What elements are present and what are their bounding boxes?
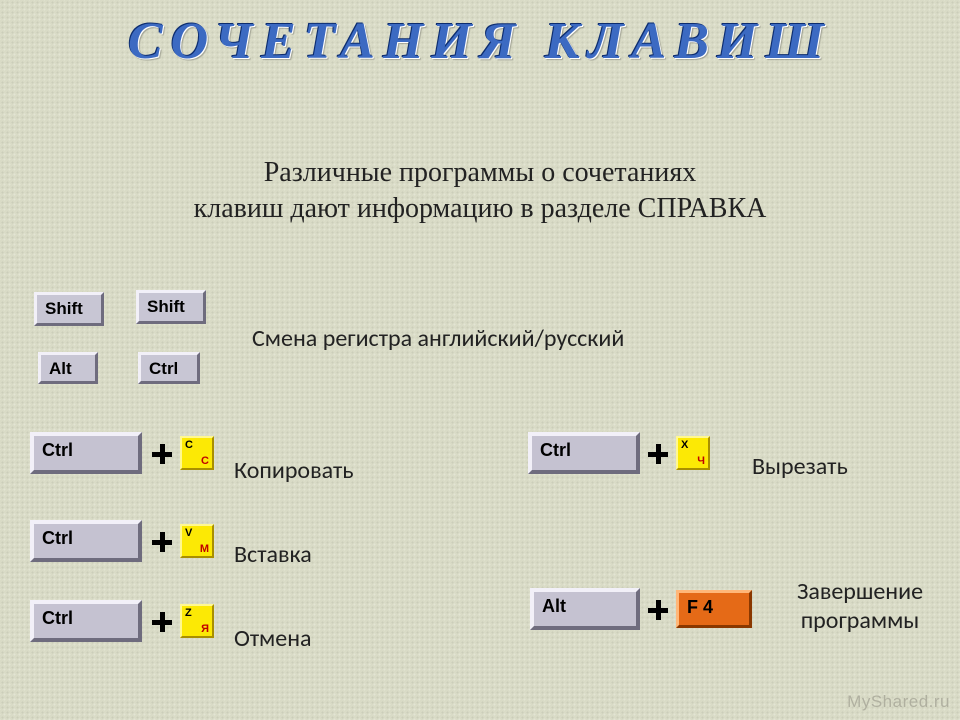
key-alt: Alt [38,352,98,384]
desc-undo: Отмена [234,624,312,653]
key-ctrl-small: Ctrl [138,352,200,384]
key-f4: F 4 [676,590,752,628]
key-letter-x: X Ч [676,436,710,470]
intro-line-2: клавиш дают информацию в разделе СПРАВКА [194,193,767,224]
plus-icon [152,444,172,464]
key-shift-right: Shift [136,290,206,324]
key-shift-left: Shift [34,292,104,326]
desc-paste: Вставка [234,540,312,569]
key-ctrl-copy: Ctrl [30,432,142,474]
intro-line-1: Различные программы о сочетаниях [264,157,697,188]
key-ctrl-paste: Ctrl [30,520,142,562]
page-title: СОЧЕТАНИЯ КЛАВИШ [0,12,960,71]
key-ctrl-undo: Ctrl [30,600,142,642]
key-letter-c: C С [180,436,214,470]
desc-quit: Завершениепрограммы [780,578,940,636]
desc-copy: Копировать [234,456,354,485]
plus-icon [152,612,172,632]
key-ctrl-cut: Ctrl [528,432,640,474]
desc-layout: Смена регистра английский/русский [252,324,624,353]
plus-icon [152,532,172,552]
key-letter-z: Z Я [180,604,214,638]
watermark: MyShared.ru [847,692,950,712]
plus-icon [648,444,668,464]
intro-text: Различные программы о сочетаниях клавиш … [0,155,960,228]
key-letter-v: V М [180,524,214,558]
plus-icon [648,600,668,620]
desc-cut: Вырезать [752,452,848,481]
key-alt-quit: Alt [530,588,640,630]
